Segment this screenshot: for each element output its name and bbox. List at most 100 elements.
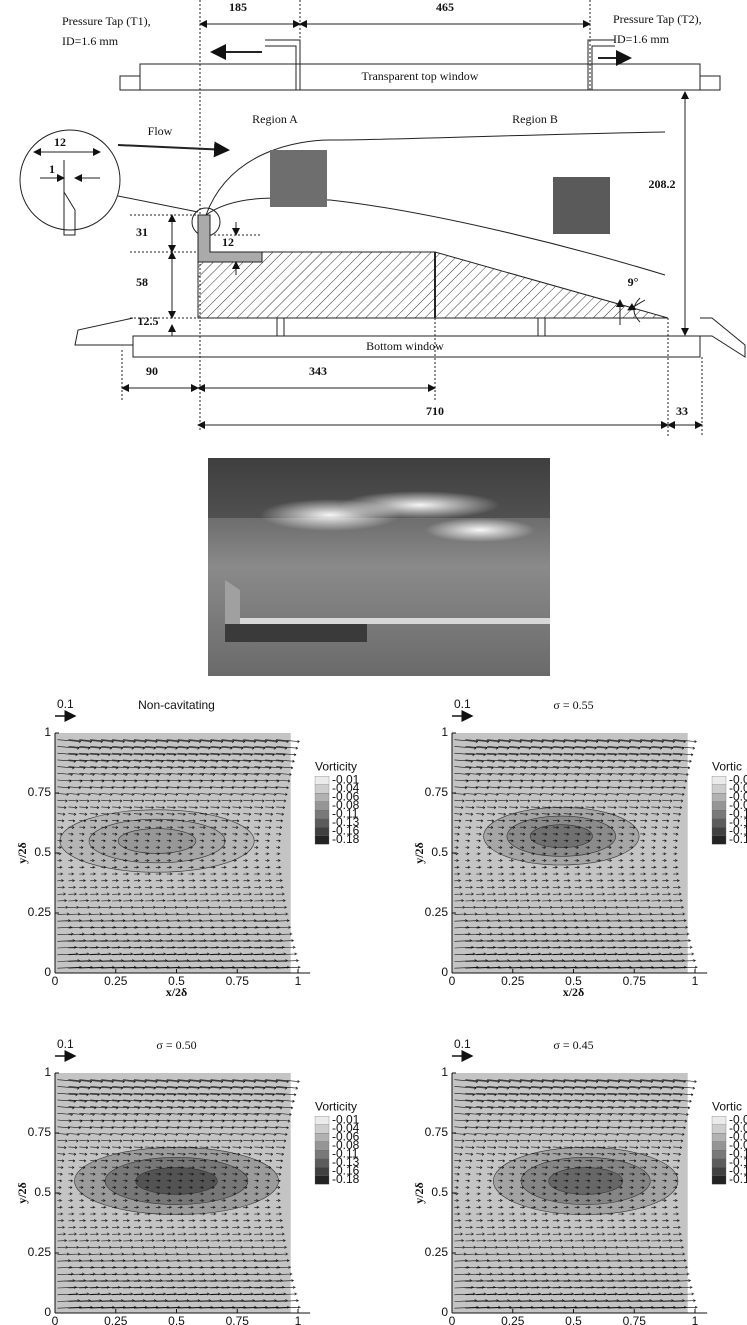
y-axis-label: y/2δ xyxy=(412,1182,426,1204)
x-tick-label: 0.25 xyxy=(104,1314,128,1325)
region-a xyxy=(270,150,327,207)
colorbar-label: -0.1 xyxy=(729,815,747,829)
x-tick-label: 0.5 xyxy=(168,974,185,988)
bottom-flange xyxy=(74,317,134,346)
colorbar-swatch xyxy=(711,1141,727,1151)
colorbar-swatch xyxy=(711,810,727,819)
region-b xyxy=(553,177,610,234)
x-tick-label: 0.25 xyxy=(501,1314,525,1325)
colorbar-label: -0.16 xyxy=(332,1163,360,1177)
angle-arrow xyxy=(627,299,646,311)
diagram-label: 12 xyxy=(54,135,66,149)
colorbar-label: -0.1 xyxy=(729,832,747,846)
colorbar-label: -0.13 xyxy=(332,1155,360,1169)
diagram-label: Region B xyxy=(512,112,558,126)
colorbar-label: -0.16 xyxy=(332,823,360,837)
step-lip xyxy=(197,214,263,263)
colorbar-label: -0.01 xyxy=(332,772,360,786)
colorbar-swatch xyxy=(314,810,330,819)
y-tick-label: 0.25 xyxy=(28,1245,52,1259)
x-tick-label: 0.5 xyxy=(168,1314,185,1325)
colorbar-swatch xyxy=(314,1116,330,1125)
cavitation-photo xyxy=(208,458,550,676)
colorbar-swatch xyxy=(711,827,727,836)
x-axis-label: x/2δ xyxy=(166,985,188,999)
vorticity-contour xyxy=(529,824,593,849)
diagram-label: 33 xyxy=(676,404,688,418)
colorbar-swatch xyxy=(711,1124,727,1134)
velocity-vectors xyxy=(57,739,302,969)
y-axis-label: y/2δ xyxy=(15,1182,29,1204)
diagram-label: Region A xyxy=(252,112,298,126)
step-photo xyxy=(225,580,240,624)
colorbar-title: Vortic xyxy=(712,759,742,773)
cavitation-cloud xyxy=(425,518,535,542)
diagram-label: Bottom window xyxy=(366,339,444,353)
ramp-surface xyxy=(225,618,550,624)
colorbar-label: -0.11 xyxy=(332,1146,359,1160)
colorbar-swatch xyxy=(711,1150,727,1159)
vorticity-contour xyxy=(117,828,197,854)
colorbar-swatch xyxy=(314,1141,330,1151)
colorbar-swatch xyxy=(711,1175,727,1185)
y-tick-label: 0 xyxy=(44,1305,51,1319)
diagram-label: 9° xyxy=(628,275,639,289)
y-axis-label: y/2δ xyxy=(412,842,426,864)
x-tick-label: 0.5 xyxy=(565,1314,582,1325)
support xyxy=(276,317,285,337)
colorbar-label: -0.1 xyxy=(729,1172,747,1186)
colorbar-swatch xyxy=(314,784,330,794)
colorbar-label: -0.1 xyxy=(729,806,747,820)
x-tick-label: 0.75 xyxy=(623,974,647,988)
colorbar-swatch xyxy=(711,776,727,785)
colorbar-title: Vortic xyxy=(712,1099,742,1113)
diagram-label: 710 xyxy=(426,404,444,418)
velocity-vectors xyxy=(454,1079,699,1309)
colorbar-swatch xyxy=(314,1133,330,1142)
plot-title: σ = 0.45 xyxy=(553,1038,593,1052)
shear-layer xyxy=(205,131,666,216)
support xyxy=(537,317,546,337)
vector-plot: 0 0.25 0.5 0.75 1 0 0.25 0.5 0.75 1 x/2δ y/2δ Non-ca… xyxy=(15,697,360,999)
colorbar-swatch xyxy=(711,1167,727,1176)
y-tick-label: 0.75 xyxy=(425,785,449,799)
colorbar-swatch xyxy=(314,1158,330,1168)
y-tick-label: 0.5 xyxy=(34,1185,51,1199)
x-tick-label: 0.75 xyxy=(226,1314,250,1325)
y-tick-label: 0.25 xyxy=(28,905,52,919)
x-tick-label: 0.25 xyxy=(104,974,128,988)
colorbar-swatch xyxy=(711,801,727,811)
colorbar-label: -0.0 xyxy=(729,1121,747,1135)
y-tick-label: 0 xyxy=(44,965,51,979)
colorbar-swatch xyxy=(711,1133,727,1142)
colorbar-swatch xyxy=(314,776,330,785)
top-flange xyxy=(700,75,721,91)
colorbar-title: Vorticity xyxy=(315,1099,357,1113)
colorbar-swatch xyxy=(711,818,727,828)
plot-title: Non-cavitating xyxy=(138,698,215,712)
shear-layer xyxy=(205,197,666,276)
plot-title: σ = 0.55 xyxy=(553,698,593,712)
colorbar-label: -0.0 xyxy=(729,781,747,795)
y-tick-label: 0 xyxy=(441,1305,448,1319)
x-tick-label: 0 xyxy=(449,1314,456,1325)
y-axis-label: y/2δ xyxy=(15,842,29,864)
y-tick-label: 0.75 xyxy=(28,1125,52,1139)
y-tick-label: 1 xyxy=(44,1065,51,1079)
colorbar-label: -0.0 xyxy=(729,772,747,786)
setup-diagram: Pressure Tap (T1), ID=1.6 mm Pressure Tap … xyxy=(19,0,746,436)
y-tick-label: 0.75 xyxy=(28,785,52,799)
colorbar-swatch xyxy=(314,793,330,802)
top-flange xyxy=(119,75,140,91)
y-tick-label: 0.5 xyxy=(34,845,51,859)
colorbar-swatch xyxy=(711,793,727,802)
colorbar-swatch xyxy=(314,801,330,811)
diagram-label: 1 xyxy=(49,162,55,176)
colorbar-label: -0.1 xyxy=(729,1163,747,1177)
diagram-label: Pressure Tap (T1), xyxy=(62,14,151,28)
velocity-vectors xyxy=(57,1079,302,1309)
diagram-label: 12.5 xyxy=(138,314,159,328)
x-tick-label: 1 xyxy=(295,1314,302,1325)
